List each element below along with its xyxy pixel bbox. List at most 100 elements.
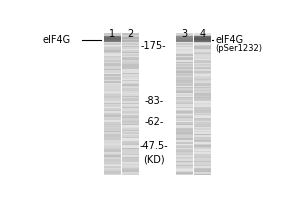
- Bar: [194, 111, 211, 113]
- Bar: [122, 125, 139, 127]
- Bar: [176, 141, 193, 142]
- Bar: [194, 152, 211, 154]
- Bar: [194, 138, 211, 140]
- Bar: [194, 56, 211, 57]
- Bar: [194, 137, 211, 138]
- Bar: [104, 81, 121, 83]
- Bar: [194, 117, 211, 118]
- Bar: [176, 155, 193, 157]
- Bar: [122, 80, 139, 81]
- Bar: [122, 40, 139, 42]
- Bar: [176, 39, 193, 40]
- Bar: [194, 130, 211, 131]
- Bar: [122, 97, 139, 98]
- Bar: [122, 171, 139, 172]
- Bar: [122, 36, 139, 37]
- Bar: [194, 110, 211, 111]
- Bar: [176, 115, 193, 117]
- Bar: [194, 113, 211, 114]
- Text: -62-: -62-: [144, 117, 164, 127]
- Bar: [194, 124, 211, 125]
- Bar: [104, 166, 121, 168]
- Bar: [194, 141, 211, 142]
- Bar: [104, 66, 121, 67]
- Bar: [122, 134, 139, 135]
- Bar: [176, 59, 193, 60]
- Bar: [122, 151, 139, 152]
- Bar: [122, 94, 139, 96]
- Bar: [176, 154, 193, 155]
- Bar: [194, 90, 211, 91]
- Bar: [104, 39, 121, 40]
- Bar: [104, 90, 121, 91]
- Text: 3: 3: [181, 29, 187, 39]
- Bar: [176, 108, 193, 110]
- Bar: [194, 165, 211, 166]
- Bar: [194, 125, 211, 127]
- Bar: [176, 101, 193, 103]
- Bar: [176, 174, 193, 175]
- Bar: [176, 130, 193, 131]
- Bar: [122, 38, 139, 39]
- Bar: [104, 103, 121, 104]
- Bar: [176, 125, 193, 127]
- Bar: [194, 71, 211, 73]
- Bar: [194, 140, 211, 141]
- Bar: [194, 83, 211, 84]
- Bar: [104, 36, 121, 37]
- Bar: [194, 40, 211, 41]
- Bar: [176, 37, 193, 39]
- Bar: [176, 33, 193, 35]
- Bar: [104, 134, 121, 135]
- Bar: [176, 100, 193, 101]
- Bar: [194, 64, 211, 66]
- Bar: [122, 130, 139, 131]
- Bar: [176, 77, 193, 79]
- Bar: [176, 144, 193, 145]
- Bar: [194, 107, 211, 108]
- Bar: [194, 79, 211, 80]
- Bar: [176, 166, 193, 168]
- Bar: [176, 50, 193, 52]
- Bar: [194, 157, 211, 158]
- Bar: [122, 138, 139, 140]
- Bar: [176, 157, 193, 158]
- Bar: [194, 80, 211, 81]
- Bar: [122, 164, 139, 165]
- Bar: [176, 80, 193, 81]
- Text: eIF4G: eIF4G: [215, 35, 244, 45]
- Bar: [176, 96, 193, 97]
- Bar: [104, 164, 121, 165]
- Bar: [194, 52, 211, 53]
- Bar: [194, 36, 211, 37]
- Bar: [176, 40, 193, 41]
- Bar: [176, 64, 193, 66]
- Bar: [104, 35, 121, 36]
- Bar: [194, 77, 211, 79]
- Bar: [122, 111, 139, 113]
- Bar: [122, 79, 139, 80]
- Bar: [104, 41, 121, 42]
- Bar: [176, 35, 193, 36]
- Bar: [176, 88, 193, 90]
- Bar: [194, 108, 211, 110]
- Bar: [104, 84, 121, 86]
- Bar: [104, 54, 121, 56]
- Bar: [176, 103, 193, 104]
- Bar: [104, 155, 121, 157]
- Bar: [176, 128, 193, 130]
- Bar: [122, 169, 139, 171]
- Bar: [194, 151, 211, 152]
- Bar: [176, 73, 193, 74]
- Bar: [176, 132, 193, 134]
- Bar: [122, 36, 139, 37]
- Bar: [122, 52, 139, 53]
- Bar: [194, 63, 211, 64]
- Bar: [194, 115, 211, 117]
- Bar: [194, 164, 211, 165]
- Bar: [104, 40, 121, 42]
- Bar: [176, 37, 193, 38]
- Bar: [104, 86, 121, 87]
- Bar: [104, 140, 121, 141]
- Bar: [176, 67, 193, 69]
